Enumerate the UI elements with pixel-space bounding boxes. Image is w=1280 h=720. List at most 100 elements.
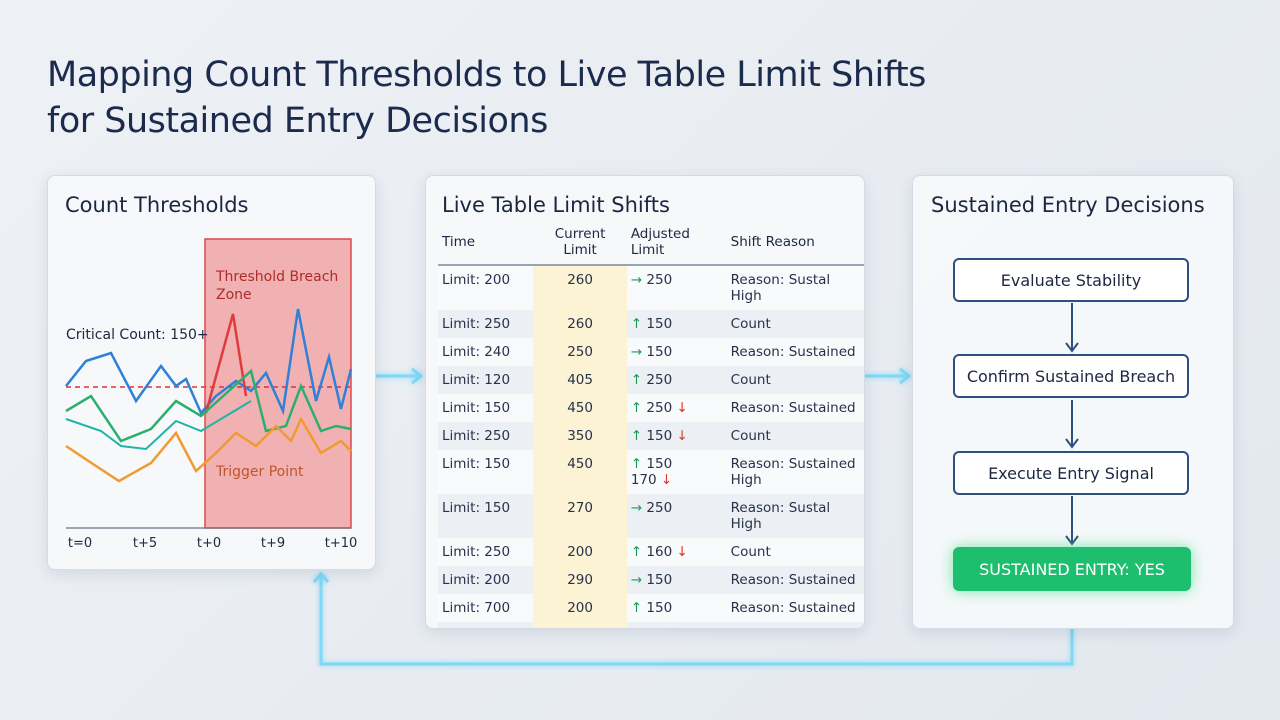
trend-arrow: ↑: [630, 456, 643, 472]
table-row: Limit: 120 405 ↑ 250 Count: [438, 366, 864, 394]
table-row: Limit: 240 250 → 150 Reason: Sustained: [438, 338, 864, 366]
table-cell: Count: [726, 538, 864, 566]
title-line: Mapping Count Thresholds to Live Table L…: [47, 55, 926, 95]
count-line: [65, 308, 353, 416]
trend-arrow: →: [630, 572, 643, 588]
trend-arrow: ↑: [631, 628, 642, 629]
table-row: Trigger Point250↑ 285 150 ↓Reason: Susta…: [438, 622, 864, 629]
table-cell: Reason: Sustained Count: [726, 622, 864, 628]
page-title: Mapping Count Thresholds to Live Table L…: [47, 52, 926, 144]
table-row: Limit: 150 450 ↑ 250 ↓ Reason: Sustained: [438, 394, 864, 422]
column-header: Time: [438, 226, 534, 266]
flow-step: Execute Entry Signal: [953, 451, 1189, 495]
flow-arrow: [1065, 400, 1079, 449]
table-cell: Limit: 200: [438, 566, 534, 594]
table-cell: 405: [533, 366, 627, 394]
title-line: for Sustained Entry Decisions: [47, 101, 548, 141]
panel-title: Count Thresholds: [65, 193, 249, 217]
table-cell: 270: [533, 494, 627, 538]
trigger-label: Trigger Point: [215, 464, 304, 480]
table-header: Time Current Limit Adjusted Limit Shift Rea…: [438, 226, 864, 266]
count-line: [65, 368, 352, 443]
connector-lines: [312, 367, 1074, 666]
table-row: Limit: 150 270 → 250 Reason: Sustal High: [438, 494, 864, 538]
adjusted-cell: ↑ 250 ↓: [626, 394, 727, 422]
adjusted-cell: ↑ 160 ↓: [626, 538, 727, 566]
x-tick-label: t+0: [197, 536, 221, 551]
trend-arrow: ↑: [630, 600, 643, 616]
trend-arrow: ↓: [676, 400, 688, 416]
table-cell: Limit: 120: [438, 366, 534, 394]
table-cell: Reason: Sustained: [726, 566, 864, 594]
breach-line: [204, 313, 248, 414]
trend-arrow: ↑: [630, 428, 643, 444]
trend-arrow: ↑: [630, 316, 643, 332]
trend-arrow: ↑: [630, 400, 643, 416]
table-body: Limit: 200 260 → 250 Reason: Sustal High Lim…: [438, 265, 864, 629]
trend-arrow: ↓: [676, 428, 688, 444]
trend-arrow: →: [630, 344, 643, 360]
table-cell: Reason: Sustained: [726, 594, 864, 622]
table-cell: Limit: 250: [438, 422, 534, 450]
x-tick-label: t=0: [68, 536, 92, 551]
table-cell: Reason: Sustal High: [726, 265, 864, 310]
arrow: [865, 367, 912, 385]
flow-arrows: [1065, 303, 1079, 546]
table-cell: 450: [533, 450, 627, 494]
adjusted-cell: ↑ 285 150 ↓: [626, 622, 727, 629]
adjusted-cell: → 250: [626, 265, 727, 310]
flow-step: Confirm Sustained Breach: [953, 354, 1189, 398]
table-cell: Reason: Sustained: [726, 394, 864, 422]
count-line: [65, 416, 352, 483]
adjusted-cell: → 150: [626, 338, 727, 366]
table-panel: Live Table Limit Shifts Time Current Limi…: [425, 175, 865, 629]
adjusted-cell: ↑ 150 170 ↓: [626, 450, 727, 494]
table-cell: Limit: 250: [438, 538, 534, 566]
table-cell: Reason: Sustained: [726, 338, 864, 366]
adjusted-cell: ↑ 150 ↓: [626, 422, 727, 450]
table-cell: Limit: 150: [438, 450, 534, 494]
zone-label-text: Threshold Breach: [215, 269, 343, 285]
flow-step: Evaluate Stability: [953, 258, 1189, 302]
x-tick-label: t+5: [133, 536, 157, 551]
column-header: Shift Reason: [726, 226, 864, 266]
table-row: Limit: 200 290 → 150 Reason: Sustained: [438, 566, 864, 594]
count-panel: Count Thresholds Critical Count: 150+ Th…: [47, 175, 376, 570]
table-cell: Limit: 700: [438, 594, 534, 622]
trend-arrow: ↑: [630, 544, 643, 560]
table-cell: 260: [533, 310, 627, 338]
flow-connectors: [1065, 303, 1079, 546]
table-cell: Limit: 240: [438, 338, 534, 366]
table-cell: Count: [726, 422, 864, 450]
adjusted-cell: → 150: [626, 566, 727, 594]
table-row: Limit: 700 200 ↑ 150 Reason: Sustained: [438, 594, 864, 622]
table-cell: 350: [533, 422, 627, 450]
table-row: Limit: 200 260 → 250 Reason: Sustal High: [438, 265, 864, 310]
trend-arrow: ↓: [676, 544, 688, 560]
limit-table: Time Current Limit Adjusted Limit Shift Rea…: [438, 226, 864, 629]
table-cell: 290: [533, 566, 627, 594]
table-row: Limit: 250 200 ↑ 160 ↓ Count: [438, 538, 864, 566]
x-tick-label: t+9: [261, 536, 285, 551]
arrow: [376, 367, 424, 385]
table-cell: 200: [533, 538, 627, 566]
table-row: Limit: 250 350 ↑ 150 ↓ Count: [438, 422, 864, 450]
count-chart: Critical Count: 150+ Threshold Breach Zo…: [65, 238, 358, 551]
flow-arrow: [1065, 496, 1079, 546]
table-cell: 250: [533, 338, 627, 366]
x-tick-label: t+10: [325, 536, 358, 551]
trend-arrow: →: [630, 272, 643, 288]
table-cell: Reason: Sustained High: [726, 450, 864, 494]
breach-zone: [204, 238, 352, 529]
adjusted-cell: ↑ 150: [626, 594, 727, 622]
panel-title: Sustained Entry Decisions: [931, 193, 1205, 217]
table-cell: Limit: 200: [438, 265, 534, 310]
table-cell: Reason: Sustal High: [726, 494, 864, 538]
table-cell: Trigger Point: [438, 622, 534, 628]
panel-title: Live Table Limit Shifts: [442, 193, 670, 217]
table-cell: 250: [533, 622, 627, 628]
result-badge: SUSTAINED ENTRY: YES: [953, 547, 1191, 591]
trend-arrow: ↓: [660, 472, 673, 488]
